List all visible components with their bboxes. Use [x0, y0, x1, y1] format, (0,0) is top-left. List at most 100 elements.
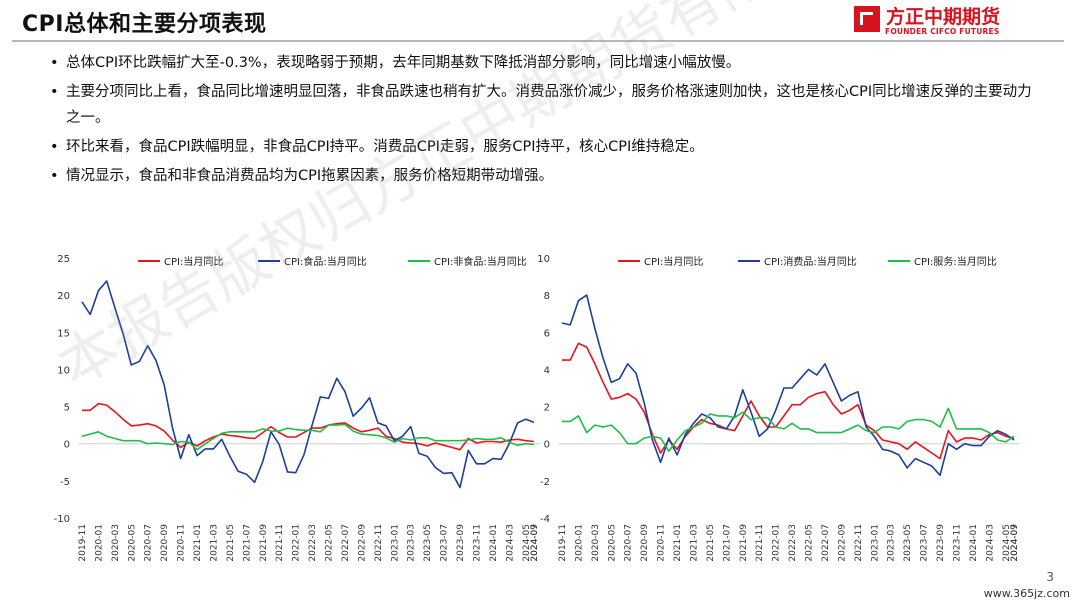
- series-line-2: [81, 280, 535, 489]
- x-tick-label: 2022-01: [292, 524, 302, 562]
- x-tick-label: 2024-05: [522, 524, 532, 562]
- y-tick-label: 15: [57, 328, 70, 339]
- y-tick-label: -4: [540, 514, 550, 525]
- x-tick-label: 2019-11: [558, 524, 568, 562]
- y-tick-label: -10: [54, 514, 70, 525]
- x-tick-label: 2021-03: [689, 524, 699, 562]
- y-tick-label: 10: [537, 254, 550, 265]
- legend-label: CPI:服务:当月同比: [914, 255, 997, 268]
- x-tick-label: 2024-03: [985, 524, 995, 562]
- x-tick-label: 2024-07: [1010, 524, 1020, 562]
- x-tick-label: 2020-07: [624, 524, 634, 562]
- y-tick-label: 8: [544, 291, 550, 302]
- x-tick-label: 2022-05: [805, 524, 815, 562]
- x-tick-label: 2021-07: [242, 524, 252, 562]
- y-tick-label: -5: [60, 477, 70, 488]
- x-tick-label: 2021-05: [706, 524, 716, 562]
- x-tick-label: 2023-11: [472, 524, 482, 562]
- chart-left: 25 20 15 10 5 0 -5 -10 2019-11 2020-01 2020-03 2020…: [40, 248, 560, 600]
- x-tick-label: 2024-09: [530, 524, 540, 562]
- brand-logo: 方正中期期货 FOUNDER CIFCO FUTURES: [854, 4, 1014, 40]
- x-tick-label: 2022-07: [341, 524, 351, 562]
- x-tick-label: 2020-05: [607, 524, 617, 562]
- title-divider: [12, 40, 1064, 42]
- legend-label: CPI:非食品:当月同比: [434, 255, 527, 268]
- page-number: 3: [1046, 570, 1054, 584]
- legend-label: CPI:当月同比: [164, 255, 223, 268]
- x-tick-label: 2020-11: [657, 524, 667, 562]
- x-tick-label: 2023-01: [390, 524, 400, 562]
- x-tick-label: 2023-05: [423, 524, 433, 562]
- x-tick-label: 2020-09: [160, 524, 170, 562]
- legend-label: CPI:消费品:当月同比: [764, 255, 857, 268]
- series-line-3: [81, 423, 535, 451]
- x-tick-label: 2022-11: [854, 524, 864, 562]
- series-line-3: [562, 407, 1015, 452]
- x-tick-label: 2020-07: [144, 524, 154, 562]
- x-tick-label: 2024-07: [530, 524, 540, 562]
- legend-label: CPI:当月同比: [644, 255, 703, 268]
- logo-mark-icon: [854, 6, 880, 32]
- x-tick-label: 2022-07: [821, 524, 831, 562]
- x-tick-label: 2021-01: [673, 524, 683, 562]
- x-tick-label: 2023-03: [887, 524, 897, 562]
- x-tick-label: 2021-07: [722, 524, 732, 562]
- x-tick-label: 2019-11: [78, 524, 88, 562]
- x-tick-label: 2023-07: [440, 524, 450, 562]
- x-tick-label: 2020-03: [111, 524, 121, 562]
- logo-english-name: FOUNDER CIFCO FUTURES: [885, 27, 1000, 36]
- x-tick-label: 2024-01: [489, 524, 499, 562]
- y-tick-label: 2: [544, 403, 550, 414]
- x-tick-label: 2022-03: [308, 524, 318, 562]
- y-tick-label: 5: [64, 403, 70, 414]
- x-tick-label: 2021-09: [739, 524, 749, 562]
- x-tick-label: 2022-09: [837, 524, 847, 562]
- x-tick-label: 2022-03: [788, 524, 798, 562]
- x-tick-label: 2021-11: [275, 524, 285, 562]
- x-tick-label: 2022-01: [772, 524, 782, 562]
- y-tick-label: 4: [544, 365, 550, 376]
- x-tick-label: 2020-09: [640, 524, 650, 562]
- y-tick-label: -2: [540, 477, 550, 488]
- bullet-list: 总体CPI环比跌幅扩大至-0.3%，表现略弱于预期，去年同期基数下降抵消部分影响…: [50, 50, 1036, 192]
- x-tick-label: 2021-03: [209, 524, 219, 562]
- x-tick-label: 2021-01: [193, 524, 203, 562]
- x-tick-label: 2020-01: [94, 524, 104, 562]
- site-mark: www.365jz.com: [983, 587, 1070, 600]
- x-tick-label: 2021-09: [259, 524, 269, 562]
- x-tick-label: 2024-09: [1010, 524, 1020, 562]
- chart-right: 10 8 6 4 2 0 -2 -4 2019-11 2020-01 2020-03 2020-05 2…: [520, 248, 1040, 600]
- y-tick-label: 6: [544, 328, 550, 339]
- x-tick-label: 2020-11: [177, 524, 187, 562]
- y-tick-label: 0: [64, 440, 70, 451]
- chart-right-svg: 10 8 6 4 2 0 -2 -4 2019-11 2020-01 2020-03 2020-05 2…: [537, 254, 1020, 562]
- y-tick-label: 0: [544, 440, 550, 451]
- x-tick-label: 2020-03: [591, 524, 601, 562]
- x-tick-label: 2021-11: [755, 524, 765, 562]
- x-tick-label: 2023-07: [920, 524, 930, 562]
- x-tick-label: 2020-05: [127, 524, 137, 562]
- logo-chinese-name: 方正中期期货: [886, 6, 1001, 28]
- x-tick-label: 2023-01: [870, 524, 880, 562]
- x-tick-label: 2020-01: [574, 524, 584, 562]
- y-tick-label: 25: [57, 254, 70, 265]
- series-line-2: [561, 294, 1015, 477]
- y-tick-label: 10: [57, 365, 70, 376]
- bullet-item: 环比来看，食品CPI跌幅明显，非食品CPI持平。消费品CPI走弱，服务CPI持平…: [50, 134, 1036, 160]
- x-tick-label: 2024-01: [969, 524, 979, 562]
- y-tick-label: 20: [57, 291, 70, 302]
- x-tick-label: 2023-09: [936, 524, 946, 562]
- x-tick-label: 2021-05: [226, 524, 236, 562]
- x-tick-label: 2024-03: [505, 524, 515, 562]
- x-tick-label: 2024-05: [1002, 524, 1012, 562]
- x-tick-label: 2022-09: [357, 524, 367, 562]
- bullet-item: 总体CPI环比跌幅扩大至-0.3%，表现略弱于预期，去年同期基数下降抵消部分影响…: [50, 50, 1036, 76]
- x-tick-label: 2023-05: [903, 524, 913, 562]
- chart-left-svg: 25 20 15 10 5 0 -5 -10 2019-11 2020-01 2020-03 2020…: [54, 254, 540, 562]
- x-tick-label: 2023-11: [952, 524, 962, 562]
- x-tick-label: 2022-11: [374, 524, 384, 562]
- x-tick-label: 2023-03: [407, 524, 417, 562]
- bullet-item: 情况显示，食品和非食品消费品均为CPI拖累因素，服务价格短期带动增强。: [50, 163, 1036, 189]
- series-line-1: [562, 342, 1015, 460]
- x-tick-label: 2022-05: [325, 524, 335, 562]
